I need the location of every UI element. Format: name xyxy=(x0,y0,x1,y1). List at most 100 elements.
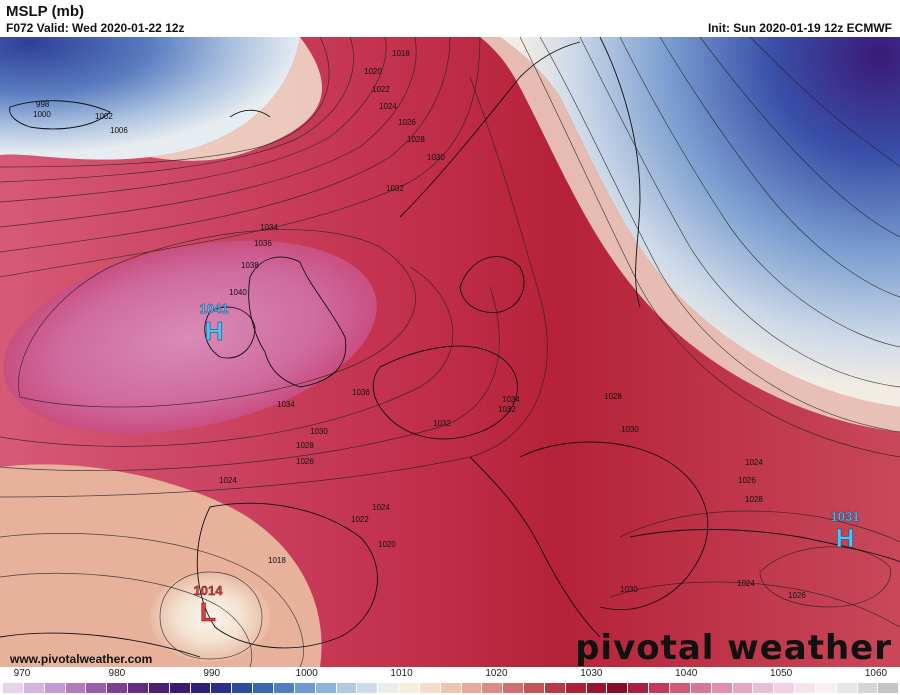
colorbar-swatch xyxy=(481,683,503,693)
colorbar-swatch xyxy=(210,683,232,693)
isobar-label: 1028 xyxy=(745,495,763,504)
colorbar-swatch xyxy=(293,683,315,693)
colorbar-swatch xyxy=(356,683,378,693)
isobar-label: 1032 xyxy=(498,405,516,414)
colorbar-swatch xyxy=(439,683,461,693)
isobar-label: 1028 xyxy=(604,392,622,401)
isobar-label: 1022 xyxy=(351,515,369,524)
colorbar-swatch xyxy=(794,683,815,693)
colorbar-tick-label: 1010 xyxy=(390,668,413,679)
isobar-label: 1020 xyxy=(378,540,396,549)
colorbar-swatch xyxy=(773,683,795,693)
transition-band-nw xyxy=(150,37,323,161)
isobar-label: 1026 xyxy=(788,591,806,600)
isobar-label: 1030 xyxy=(621,425,639,434)
isobar-label: 1024 xyxy=(379,102,397,111)
low-center-southwest: 1014 L xyxy=(193,583,224,627)
colorbar-swatch xyxy=(272,683,294,693)
isobar-label: 1026 xyxy=(738,476,756,485)
isobar-label: 1024 xyxy=(737,579,755,588)
high-center-east: 1031 H xyxy=(830,509,860,553)
colorbar-swatch xyxy=(231,683,253,693)
colorbar-swatch xyxy=(418,683,440,693)
transition-band-ne xyxy=(480,37,900,432)
colorbar-swatch xyxy=(627,683,649,693)
colorbar-swatch xyxy=(606,683,628,693)
isobar-label: 998 xyxy=(36,100,50,109)
colorbar-swatch xyxy=(106,683,128,693)
colorbar-tick-label: 1000 xyxy=(295,668,318,679)
colorbar-tick-label: 970 xyxy=(13,668,31,679)
isobar-label: 1024 xyxy=(745,458,763,467)
isobar-label: 1026 xyxy=(398,118,416,127)
isobar-label: 1034 xyxy=(277,400,295,409)
colorbar-tick-label: 1050 xyxy=(769,668,793,679)
colorbar-swatch xyxy=(398,683,419,693)
high-letter: H xyxy=(205,316,224,346)
colorbar-swatch xyxy=(502,683,524,693)
colorbar-swatch xyxy=(710,683,732,693)
center-value: 1041 xyxy=(200,301,229,316)
colorbar-swatch xyxy=(731,683,753,693)
init-time: Init: Sun 2020-01-19 12z ECMWF xyxy=(707,21,892,35)
colorbar-tick-label: 1060 xyxy=(864,668,888,679)
header: MSLP (mb) F072 Valid: Wed 2020-01-22 12z… xyxy=(0,0,900,37)
colorbar-tick-label: 1030 xyxy=(580,668,603,679)
low-pressure-northeast xyxy=(500,37,900,407)
isobar-label: 1040 xyxy=(229,288,247,297)
center-value: 1014 xyxy=(194,583,224,598)
isobar-label: 1034 xyxy=(260,223,278,232)
colorbar-swatch xyxy=(335,683,357,693)
colorbar-tick-label: 990 xyxy=(203,668,221,679)
colorbar-swatch xyxy=(648,683,669,693)
colorbar-swatch xyxy=(669,683,690,693)
colorbar-swatch xyxy=(147,683,169,693)
colorbar-swatch xyxy=(377,683,399,693)
colorbar-swatch xyxy=(585,683,607,693)
colorbar-swatch xyxy=(22,683,44,693)
colorbar-swatch xyxy=(689,683,711,693)
isobar-label: 1024 xyxy=(219,476,237,485)
low-pressure-southwest xyxy=(150,572,270,662)
isobar-label: 1030 xyxy=(427,153,445,162)
isobar-label: 1030 xyxy=(620,585,638,594)
colorbar-swatch xyxy=(523,683,544,693)
colorbar-swatches xyxy=(2,683,899,693)
low-pressure-northwest xyxy=(0,37,300,160)
isobar-label: 1028 xyxy=(407,135,425,144)
colorbar-swatch xyxy=(64,683,86,693)
high-pressure-west xyxy=(3,240,377,434)
colorbar-swatch xyxy=(43,683,65,693)
colorbar-swatch xyxy=(752,683,774,693)
pressure-map: 998 1000 1002 1006 1018 1020 1022 1024 1… xyxy=(0,37,900,667)
isobar-label: 1026 xyxy=(296,457,314,466)
colorbar-ticks: 970 980 990 1000 1010 1020 1030 1040 1050 1060 xyxy=(0,668,900,680)
colorbar-swatch xyxy=(564,683,586,693)
isobar-label: 1032 xyxy=(386,184,404,193)
colorbar-tick-label: 980 xyxy=(108,668,126,679)
colorbar-swatch xyxy=(814,683,836,693)
isobar-label: 1018 xyxy=(392,49,410,58)
colorbar-swatch xyxy=(189,683,211,693)
isobar-labels: 998 1000 1002 1006 1018 1020 1022 1024 1… xyxy=(33,49,806,600)
colorbar-swatch xyxy=(2,683,23,693)
isobar-label: 1036 xyxy=(352,388,370,397)
high-center-west: 1041 H xyxy=(199,301,229,346)
isobar-label: 1028 xyxy=(296,441,314,450)
low-letter: L xyxy=(200,597,216,627)
colorbar-swatch xyxy=(877,683,899,693)
colorbar-swatch xyxy=(127,683,148,693)
product-title: MSLP (mb) xyxy=(6,3,85,20)
isobar-label: 1000 xyxy=(33,110,51,119)
colorbar-swatch xyxy=(252,683,273,693)
center-value: 1031 xyxy=(831,509,860,524)
colorbar-swatch xyxy=(314,683,336,693)
valid-time: F072 Valid: Wed 2020-01-22 12z xyxy=(6,21,185,35)
isobar-label: 1024 xyxy=(372,503,390,512)
colorbar-swatch xyxy=(85,683,107,693)
isobar-label: 1022 xyxy=(372,85,390,94)
colorbar-tick-label: 1020 xyxy=(485,668,508,679)
colorbar-swatch xyxy=(543,683,565,693)
colorbar-swatch xyxy=(835,683,857,693)
isobar-label: 1038 xyxy=(241,261,259,270)
